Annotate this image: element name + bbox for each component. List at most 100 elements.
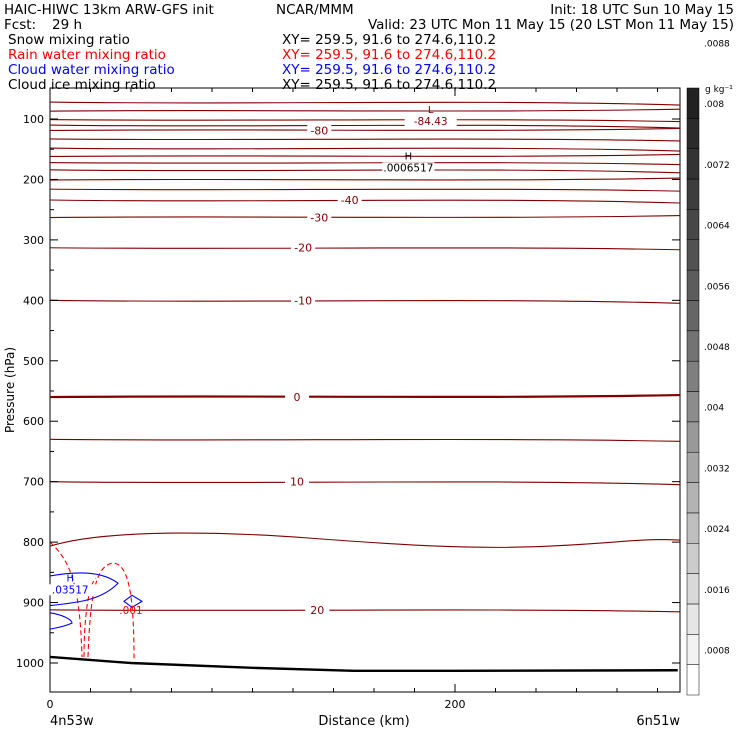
extreme-value: .0006517 (383, 162, 433, 174)
colorbar-swatch (686, 87, 700, 119)
temperature-contour-label: -80 (310, 124, 328, 137)
x-tick-label: 0 (47, 698, 54, 711)
temperature-contour-label: 0 (294, 391, 301, 404)
colorbar-swatch (686, 269, 700, 301)
field-snow-name: Snow mixing ratio (8, 32, 130, 48)
temperature-contour (49, 177, 681, 181)
temperature-contour (49, 119, 681, 123)
colorbar-label: .0056 (704, 282, 730, 292)
extreme-marker: H (405, 151, 413, 162)
temperature-contour (49, 147, 681, 152)
temperature-contour-label: -10 (294, 294, 312, 307)
x-end-label-left: 4n53w (50, 714, 94, 729)
y-tick-label: 800 (23, 536, 44, 549)
field-ice-xy: XY= 259.5, 91.6 to 274.6,110.2 (282, 77, 496, 93)
colorbar-label: .0016 (704, 586, 730, 596)
colorbar: .0008 .0016 .0024 .0032 .004 .0048 .0056 .0064.… (686, 39, 730, 696)
temperature-contour (49, 188, 681, 192)
rain-water-contour (83, 577, 97, 657)
temperature-contour (49, 124, 681, 129)
colorbar-label: .0048 (704, 343, 730, 353)
extreme-value-bg (382, 162, 435, 174)
temperature-contour (49, 199, 681, 204)
temperature-contour (49, 532, 681, 548)
contour-label-bg (307, 124, 332, 137)
temperature-contour-label: -30 (310, 212, 328, 225)
temperature-contour (49, 609, 681, 613)
colorbar-swatch (686, 118, 700, 149)
temperature-contour (49, 161, 681, 166)
extreme-value-bg (44, 584, 97, 596)
temperature-contour-label: -40 (341, 194, 359, 207)
contour-label-bg (285, 475, 310, 488)
header-title: HAIC-HIWC 13km ARW-GFS init (4, 2, 214, 18)
header-init: Init: 18 UTC Sun 10 May 15 (550, 2, 734, 18)
y-tick-label: 400 (23, 294, 44, 307)
colorbar-label: .004 (704, 404, 724, 414)
temperature-contour (49, 299, 681, 304)
temperature-contour-label: -20 (294, 242, 312, 255)
colorbar-swatch (686, 330, 700, 362)
colorbar-swatch (686, 573, 700, 605)
temperature-contour-label: 20 (310, 604, 324, 617)
temperature-contour (49, 393, 681, 399)
contour-label-bg (285, 391, 310, 404)
extreme-value: -84.43 (414, 116, 448, 128)
plot-frame (49, 87, 681, 693)
temperature-contour (49, 101, 681, 106)
rain-water-contour (49, 541, 83, 657)
colorbar-swatch (686, 634, 700, 665)
colorbar-label: .0072 (704, 161, 730, 171)
contour-label-bg (337, 193, 362, 206)
rain-water-contour (87, 562, 135, 660)
x-axis-title: Distance (km) (318, 714, 409, 729)
temperature-contour (49, 169, 681, 174)
contour-label-bg (291, 241, 316, 254)
field-snow-xy: XY= 259.5, 91.6 to 274.6,110.2 (282, 32, 496, 48)
rain-contour-label: .001 (119, 605, 142, 617)
field-rain-name: Rain water mixing ratio (8, 47, 166, 63)
colorbar-label: .008 (704, 100, 724, 110)
y-tick-label: 100 (23, 113, 44, 126)
header-fcst-value: 29 h (52, 17, 82, 33)
colorbar-label: .0008 (704, 646, 730, 656)
x-end-label-right: 6n51w (636, 714, 680, 729)
colorbar-swatch (686, 209, 700, 240)
colorbar-swatch (686, 421, 700, 453)
extreme-value: .03517 (52, 584, 89, 596)
extreme-value-bg (404, 115, 457, 127)
temperature-contour (49, 153, 681, 158)
temperature-contour (49, 127, 681, 132)
temperature-contour-label: 10 (290, 476, 304, 489)
colorbar-swatch (686, 391, 700, 423)
colorbar-label: .0088 (704, 39, 730, 49)
colorbar-swatch (686, 300, 700, 332)
colorbar-swatch (686, 512, 700, 544)
colorbar-swatch (686, 178, 700, 210)
temperature-contour (49, 438, 681, 442)
temperature-contour (49, 214, 681, 219)
y-tick-label: 500 (23, 355, 44, 368)
cloud-water-contour (49, 572, 119, 607)
y-axis-title: Pressure (hPa) (3, 347, 17, 433)
colorbar-swatch (686, 239, 700, 271)
x-tick-label: 200 (445, 698, 466, 711)
temperature-contour (49, 108, 681, 112)
colorbar-swatch (686, 148, 700, 180)
colorbar-swatch (686, 451, 700, 483)
cloud-water-contour (123, 594, 144, 609)
terrain-line (49, 655, 678, 673)
colorbar-label: .0064 (704, 222, 730, 232)
field-rain-xy: XY= 259.5, 91.6 to 274.6,110.2 (282, 47, 496, 63)
extreme-marker: L (428, 105, 434, 116)
colorbar-swatch (686, 482, 700, 514)
field-cloud-xy: XY= 259.5, 91.6 to 274.6,110.2 (282, 62, 496, 78)
contour-label-bg (307, 211, 332, 224)
field-cloud-name: Cloud water mixing ratio (8, 62, 175, 78)
y-tick-label: 1000 (16, 657, 44, 670)
colorbar-swatch (686, 360, 700, 392)
contour-label-bg (305, 603, 330, 616)
y-tick-label: 200 (23, 173, 44, 186)
temperature-contour (49, 247, 681, 251)
